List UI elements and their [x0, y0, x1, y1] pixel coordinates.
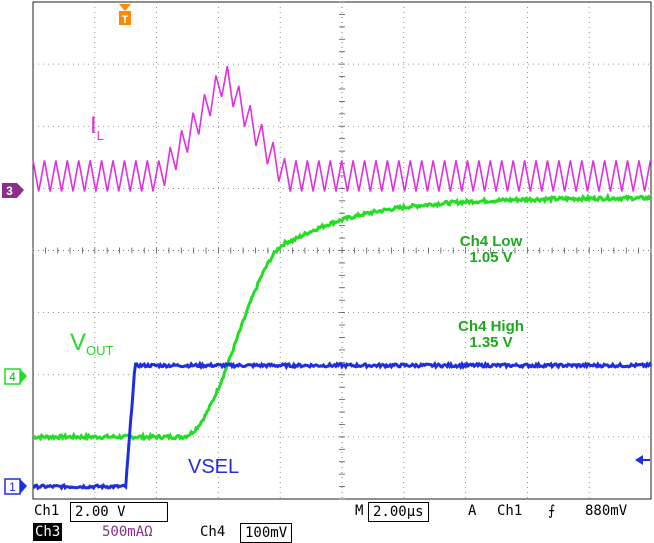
ch3-scale[interactable]: 500mAΩ: [102, 524, 153, 540]
cursor-high-label: Ch4 High: [458, 318, 524, 335]
trigger-level-arrow: [635, 455, 643, 465]
ch4-scale[interactable]: 100mV: [240, 523, 293, 543]
vout-trace: [32, 192, 652, 442]
vsel-trace: [32, 360, 653, 491]
ch1-marker[interactable]: 1: [4, 478, 27, 495]
ch4-marker[interactable]: 4: [4, 368, 27, 385]
ohm-icon: Ω: [144, 524, 153, 540]
timebase-prefix: M: [355, 503, 364, 519]
trigger-marker-label: T: [122, 14, 129, 26]
ch4-label[interactable]: Ch4: [200, 524, 226, 540]
trigger-marker[interactable]: T: [119, 4, 131, 26]
status-bar: Ch1 2.00 V M 2.00µs A Ch1 ⨍ 880mV Ch3 50…: [0, 502, 654, 543]
ch3-marker[interactable]: 3: [2, 183, 24, 198]
ch1-marker-label: 1: [9, 480, 16, 494]
ch3-marker-label: 3: [6, 184, 13, 198]
cursor-low-label: Ch4 Low: [460, 233, 523, 250]
vsel-label: VSEL: [188, 456, 239, 478]
vout-label: VOUT: [70, 329, 114, 358]
ch1-label[interactable]: Ch1: [34, 503, 60, 519]
cursor-high-value: 1.35 V: [469, 334, 512, 351]
il-trace: [32, 65, 652, 192]
cursor-low-value: 1.05 V: [469, 249, 512, 266]
traces: [32, 65, 653, 491]
trigger-slope-icon[interactable]: ⨍: [548, 503, 556, 519]
ch1-scale[interactable]: 2.00 V: [70, 502, 168, 522]
ch4-marker-label: 4: [9, 370, 16, 384]
trigger-prefix: A: [468, 503, 477, 519]
trigger-channel[interactable]: Ch1: [497, 503, 523, 519]
il-label: IL: [90, 112, 104, 143]
timebase-value[interactable]: 2.00µs: [368, 502, 429, 522]
ch3-label[interactable]: Ch3: [33, 523, 63, 541]
trigger-level[interactable]: 880mV: [585, 503, 628, 519]
graticule: [32, 1, 652, 500]
